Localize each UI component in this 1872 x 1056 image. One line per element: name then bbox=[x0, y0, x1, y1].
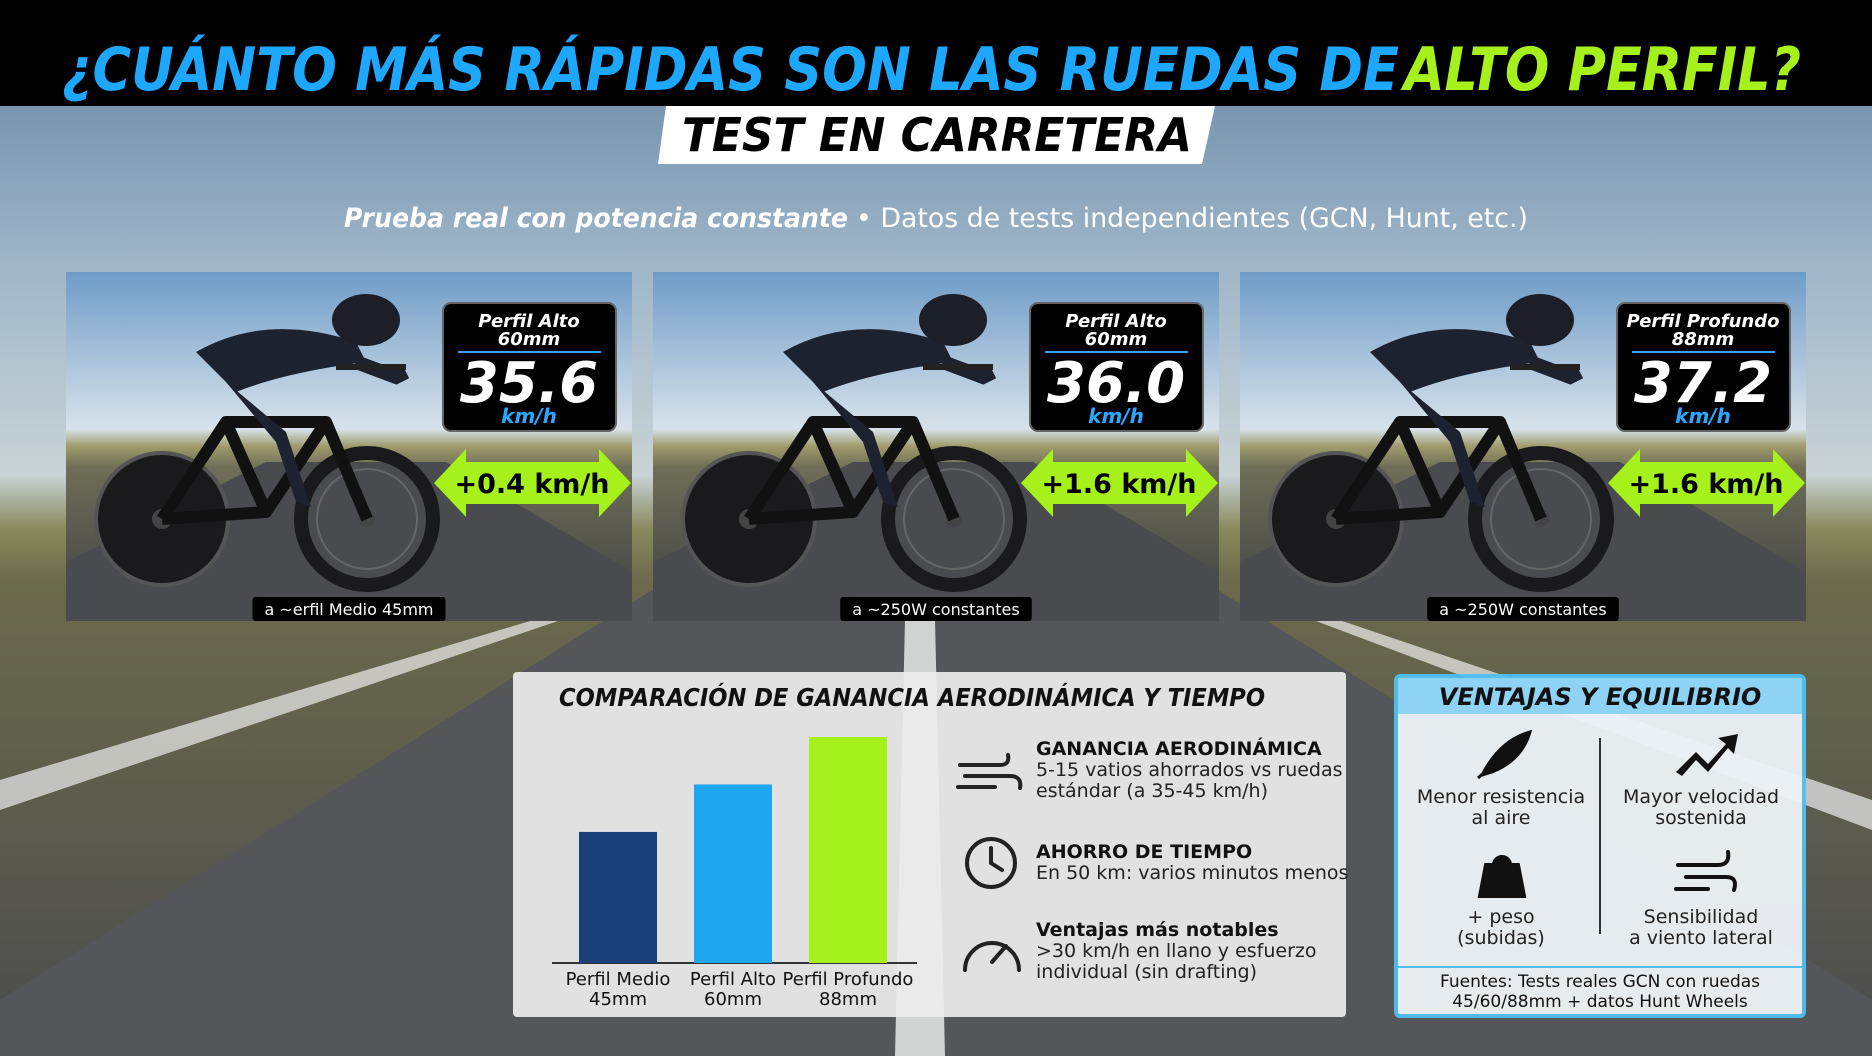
item-text: estándar (a 35-45 km/h) bbox=[1036, 780, 1268, 802]
gain-arrow bbox=[1608, 449, 1805, 517]
sources: 45/60/88mm + datos Hunt Wheels bbox=[1452, 992, 1748, 1012]
x-tick-label: Perfil Alto bbox=[690, 969, 776, 990]
feather-icon bbox=[1476, 729, 1533, 780]
advantage-text: + peso bbox=[1467, 906, 1534, 928]
wheel-name: Perfil Profundo bbox=[1627, 311, 1780, 332]
x-tick-label: 88mm bbox=[819, 989, 877, 1010]
caption-pill bbox=[840, 597, 1032, 621]
comparison-title: COMPARACIÓN DE GANANCIA AERODINÁMICA Y T… bbox=[559, 682, 1265, 712]
speed-value: 36.0 bbox=[1047, 351, 1185, 416]
speed-value: 35.6 bbox=[460, 351, 598, 416]
item-text: 5-15 vatios ahorrados vs ruedas bbox=[1036, 759, 1343, 781]
caption-pill bbox=[252, 597, 446, 621]
gauge-icon bbox=[963, 941, 1021, 972]
caption: a ~250W constantes bbox=[1439, 600, 1606, 619]
caption: a ~erfil Medio 45mm bbox=[265, 600, 434, 619]
speed-unit: km/h bbox=[1675, 404, 1731, 428]
advantage-text: Sensibilidad bbox=[1644, 906, 1759, 928]
advantage-text: sostenida bbox=[1655, 807, 1747, 829]
gain-label: +1.6 km/h bbox=[1628, 469, 1783, 500]
comparison-icons bbox=[956, 753, 1023, 972]
bar bbox=[579, 831, 657, 963]
wind-icon bbox=[1674, 850, 1737, 892]
x-tick-label: Perfil Medio bbox=[566, 969, 671, 990]
caption: a ~250W constantes bbox=[852, 600, 1019, 619]
advantage-text: a viento lateral bbox=[1629, 927, 1773, 949]
advantages-title: VENTAJAS Y EQUILIBRIO bbox=[1439, 683, 1762, 711]
title-highlight: ALTO PERFIL? bbox=[1401, 35, 1801, 105]
item-text: En 50 km: varios minutos menos bbox=[1036, 862, 1348, 884]
item-text: >30 km/h en llano y esfuerzo bbox=[1036, 940, 1317, 962]
weight-icon bbox=[1477, 855, 1527, 898]
title: ¿CUÁNTO MÁS RÁPIDAS SON LAS RUEDAS DE bbox=[62, 34, 1399, 105]
item-title: GANANCIA AERODINÁMICA bbox=[1036, 737, 1322, 760]
tagline: • Datos de tests independientes (GCN, Hu… bbox=[856, 203, 1528, 234]
bar bbox=[809, 737, 887, 963]
speed-value: 37.2 bbox=[1634, 351, 1772, 416]
clock-hands bbox=[989, 846, 1004, 872]
advantage-icons bbox=[1476, 729, 1738, 898]
gauge-needle bbox=[990, 944, 1008, 964]
advantages-header bbox=[1398, 678, 1802, 714]
speed-unit: km/h bbox=[1088, 404, 1144, 428]
speed-box bbox=[442, 302, 617, 432]
wheel-depth: 60mm bbox=[1085, 329, 1148, 350]
trend-icon bbox=[1676, 734, 1738, 776]
x-tick-label: 45mm bbox=[589, 989, 647, 1010]
item-title: Ventajas más notables bbox=[1036, 919, 1279, 941]
sources: Fuentes: Tests reales GCN con ruedas bbox=[1440, 972, 1760, 992]
speed-box bbox=[1616, 302, 1791, 432]
subtitle: TEST EN CARRETERA bbox=[682, 108, 1192, 162]
wheel-depth: 88mm bbox=[1672, 329, 1735, 350]
subtitle-box bbox=[658, 106, 1215, 164]
item-title: AHORRO DE TIEMPO bbox=[1036, 841, 1252, 863]
advantage-text: al aire bbox=[1472, 807, 1531, 829]
speed-box bbox=[1029, 302, 1204, 432]
advantage-text: Mayor velocidad bbox=[1623, 786, 1779, 808]
x-tick-label: 60mm bbox=[704, 989, 762, 1010]
header-bar bbox=[0, 0, 1872, 106]
advantage-text: (subidas) bbox=[1457, 927, 1545, 949]
wind-icon bbox=[956, 753, 1023, 790]
caption-pill bbox=[1427, 597, 1619, 621]
speed-unit: km/h bbox=[501, 404, 557, 428]
road-line bbox=[0, 600, 620, 810]
wheel-depth: 60mm bbox=[498, 329, 561, 350]
x-tick-label: Perfil Profundo bbox=[783, 969, 914, 990]
gain-label: +0.4 km/h bbox=[454, 469, 609, 500]
gain-label: +1.6 km/h bbox=[1041, 469, 1196, 500]
advantage-text: Menor resistencia bbox=[1417, 786, 1585, 808]
clock-icon bbox=[965, 837, 1017, 889]
bar bbox=[694, 784, 772, 963]
item-text: individual (sin drafting) bbox=[1036, 961, 1257, 983]
gain-arrow bbox=[1021, 449, 1218, 517]
tagline-bold: Prueba real con potencia constante bbox=[344, 203, 848, 234]
wheel-name: Perfil Alto bbox=[478, 311, 579, 332]
wheel-name: Perfil Alto bbox=[1065, 311, 1166, 332]
gain-arrow bbox=[434, 449, 631, 517]
